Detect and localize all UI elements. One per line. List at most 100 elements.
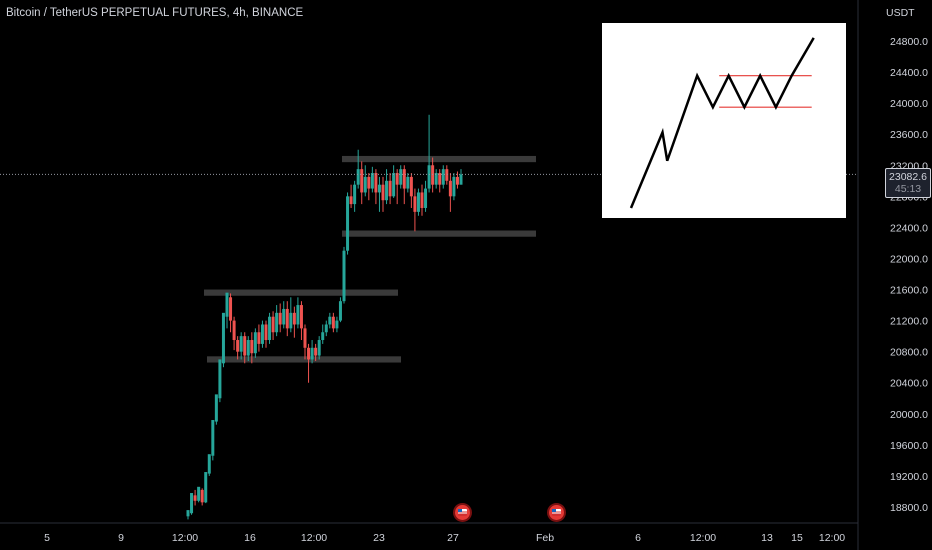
candle-body <box>399 169 403 185</box>
candle-body <box>193 495 197 501</box>
candle-body <box>353 184 357 205</box>
candle-body <box>356 169 360 185</box>
candle-body <box>229 297 233 321</box>
candle-body <box>413 196 417 212</box>
time-axis[interactable]: 5 9 12:00 16 12:00 23 27 Feb 6 12:00 13 15 12:00 <box>44 532 845 544</box>
candle-body <box>388 180 392 197</box>
price-tick-label: 19600.0 <box>890 440 928 452</box>
candle-body <box>395 173 399 185</box>
us-flag-event-icon[interactable] <box>549 505 564 520</box>
time-tick-label: 12:00 <box>301 532 327 544</box>
price-tick-label: 21200.0 <box>890 316 928 328</box>
last-price-value: 23082.6 <box>889 171 927 183</box>
time-tick-label: 12:00 <box>172 532 198 544</box>
candles-layer <box>186 114 463 520</box>
candle-body <box>314 347 318 356</box>
bar-countdown: 45:13 <box>894 183 922 195</box>
zone-resistance <box>204 289 398 296</box>
candle-body <box>243 336 247 356</box>
candle-body <box>236 340 240 352</box>
zone-support <box>207 356 401 363</box>
candle-body <box>406 176 410 189</box>
candle-body <box>239 336 243 352</box>
time-tick-label: 5 <box>44 532 50 544</box>
candle-body <box>349 196 353 205</box>
candle-body <box>214 394 218 422</box>
time-tick-label: 13 <box>761 532 773 544</box>
candle-body <box>360 169 364 193</box>
symbol-title[interactable]: Bitcoin / TetherUS PERPETUAL FUTURES, 4h… <box>6 7 304 19</box>
candle-body <box>367 176 371 189</box>
price-tick-label: 22000.0 <box>890 253 928 265</box>
candle-body <box>455 176 459 185</box>
candle-body <box>381 184 385 201</box>
candle-body <box>377 184 381 193</box>
candle-body <box>204 472 208 503</box>
candle-body <box>253 332 257 354</box>
time-tick-label: 12:00 <box>690 532 716 544</box>
candle-body <box>342 250 346 302</box>
candle-body <box>445 169 449 181</box>
time-tick-label: 27 <box>447 532 459 544</box>
candle-body <box>441 169 445 185</box>
candle-body <box>197 486 201 501</box>
time-tick-label: 15 <box>791 532 803 544</box>
candle-body <box>392 173 396 197</box>
price-tick-label: 24000.0 <box>890 98 928 110</box>
candle-body <box>310 347 314 360</box>
candle-body <box>370 173 374 189</box>
candle-body <box>264 324 268 341</box>
candle-body <box>299 305 303 329</box>
candle-body <box>190 493 194 514</box>
candle-body <box>459 174 463 185</box>
candle-body <box>424 188 428 208</box>
us-flag-event-icon[interactable] <box>455 505 470 520</box>
price-tick-label: 20800.0 <box>890 347 928 359</box>
candle-body <box>211 420 215 456</box>
candle-body <box>420 192 424 208</box>
price-axis[interactable]: 18800.0 19200.0 19600.0 20000.0 20400.0 20800… <box>890 36 928 514</box>
candle-body <box>452 176 456 197</box>
time-tick-label: 6 <box>635 532 641 544</box>
candle-body <box>434 173 438 185</box>
candle-body <box>324 324 328 333</box>
candle-body <box>296 305 300 325</box>
price-tick-label: 22400.0 <box>890 222 928 234</box>
candle-body <box>346 196 350 251</box>
candle-body <box>260 324 264 344</box>
candle-body <box>200 489 204 503</box>
candle-body <box>221 312 225 364</box>
price-tick-label: 19200.0 <box>890 471 928 483</box>
price-tick-label: 24800.0 <box>890 36 928 48</box>
time-tick-label: 12:00 <box>819 532 845 544</box>
candle-body <box>207 454 211 474</box>
candle-body <box>292 312 296 325</box>
candle-body <box>416 192 420 212</box>
candle-body <box>282 308 286 325</box>
candle-body <box>328 316 332 325</box>
candle-body <box>385 180 389 201</box>
price-tick-label: 24400.0 <box>890 67 928 79</box>
price-tick-label: 20000.0 <box>890 409 928 421</box>
candle-body <box>335 320 339 329</box>
zone-support <box>342 230 536 237</box>
candle-body <box>363 176 367 193</box>
time-tick-label: Feb <box>536 532 554 544</box>
candle-body <box>257 332 261 344</box>
price-unit: USDT <box>886 7 915 19</box>
candle-body <box>218 359 222 399</box>
time-tick-label: 23 <box>373 532 385 544</box>
inset-pattern-path <box>629 37 815 209</box>
candle-body <box>438 173 442 185</box>
price-tick-label: 20400.0 <box>890 378 928 390</box>
candle-body <box>271 316 275 333</box>
candle-body <box>285 308 289 329</box>
price-tick-label: 18800.0 <box>890 502 928 514</box>
candle-body <box>289 312 293 329</box>
zones-layer <box>204 155 536 363</box>
candle-body <box>246 340 250 356</box>
candle-body <box>427 165 431 189</box>
zone-resistance <box>342 155 536 163</box>
time-tick-label: 9 <box>118 532 124 544</box>
